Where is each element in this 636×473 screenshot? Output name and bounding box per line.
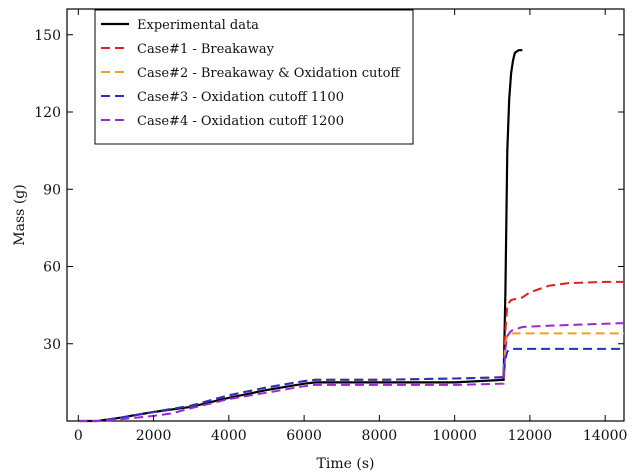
x-tick-label: 10000 — [432, 428, 477, 444]
x-tick-label: 14000 — [583, 428, 628, 444]
x-tick-label: 8000 — [362, 428, 398, 444]
legend: Experimental data Case#1 - Breakaway Case#… — [94, 9, 414, 145]
legend-label-5: Case#4 - Oxidation cutoff 1200 — [137, 114, 344, 129]
x-tick-label: 12000 — [508, 428, 553, 444]
plot-area — [66, 8, 625, 423]
series-line-1 — [78, 49, 523, 423]
y-tick-label: 60 — [43, 260, 61, 276]
x-tick-label: 6000 — [286, 428, 322, 444]
y-tick-label: 30 — [43, 337, 61, 353]
y-tick-label: 120 — [34, 105, 61, 121]
y-axis: 30 60 90 120 150 — [34, 28, 624, 353]
legend-label-1: Experimental data — [137, 18, 259, 33]
x-axis: 0 2000 4000 6000 8000 10000 12000 14000 — [74, 9, 628, 444]
legend-label-4: Case#3 - Oxidation cutoff 1100 — [137, 90, 344, 105]
legend-box — [94, 9, 414, 145]
x-tick-label: 2000 — [136, 428, 172, 444]
legend-label-2: Case#1 - Breakaway — [137, 42, 275, 57]
y-tick-label: 90 — [43, 182, 61, 198]
x-axis-title: Time (s) — [317, 456, 375, 472]
series-line-3 — [78, 332, 624, 422]
x-tick-label: 0 — [74, 428, 83, 444]
y-tick-label: 150 — [34, 28, 61, 44]
y-axis-title: Mass (g) — [12, 184, 28, 245]
series-line-5 — [78, 322, 625, 422]
series-line-4 — [78, 347, 624, 422]
series-line-2 — [78, 280, 624, 422]
x-tick-label: 4000 — [211, 428, 247, 444]
plot-frame — [66, 8, 625, 422]
series-layer — [78, 49, 625, 423]
legend-label-3: Case#2 - Breakaway & Oxidation cutoff — [137, 66, 401, 81]
